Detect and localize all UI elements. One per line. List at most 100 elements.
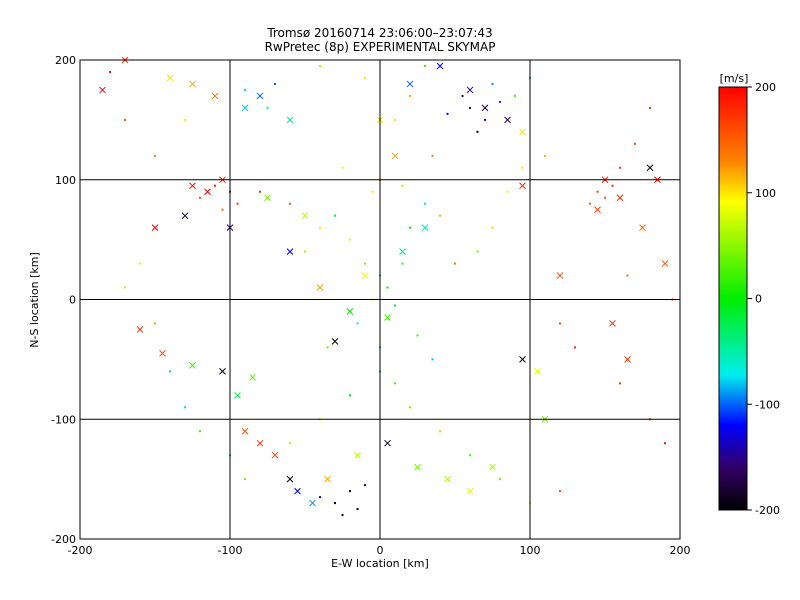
dot-marker (476, 250, 479, 253)
x-tick-label: 0 (377, 544, 384, 557)
cross-marker (219, 367, 226, 375)
cross-marker (159, 350, 166, 357)
dot-marker (349, 238, 351, 241)
dot-marker (649, 106, 651, 109)
cross-marker (504, 116, 511, 124)
dot-marker (326, 346, 329, 349)
dot-marker (589, 202, 591, 205)
dot-marker (259, 190, 261, 193)
dot-marker (214, 184, 216, 187)
dot-marker (431, 358, 434, 361)
dot-marker (364, 484, 366, 487)
dot-marker (289, 202, 291, 205)
x-tick-label: -100 (218, 544, 243, 557)
dot-marker (274, 82, 276, 85)
cross-marker (646, 164, 654, 172)
cross-marker (271, 451, 279, 459)
colorbar-tick-label: 100 (755, 187, 776, 200)
dot-marker (484, 118, 486, 121)
dot-marker (506, 190, 509, 193)
dot-marker (199, 430, 201, 433)
dot-marker (349, 490, 351, 493)
dot-marker (124, 118, 126, 121)
colorbar-tick-label: -100 (755, 398, 780, 411)
colorbar (718, 86, 748, 511)
dot-marker (619, 166, 621, 169)
cross-marker (639, 224, 646, 232)
dot-marker (454, 262, 456, 265)
cross-marker (436, 62, 444, 70)
dot-marker (559, 322, 561, 325)
dot-marker (221, 208, 224, 211)
cross-marker (301, 212, 309, 220)
colorbar-tick-label: 0 (755, 293, 762, 306)
cross-marker (466, 487, 474, 495)
x-tick-label: -200 (68, 544, 93, 557)
dot-marker (431, 154, 434, 157)
cross-marker (346, 308, 354, 315)
cross-marker (189, 182, 196, 190)
colorbar-label: [m/s] (720, 72, 749, 85)
dot-marker (469, 106, 471, 109)
cross-marker (189, 80, 196, 88)
cross-marker (609, 320, 616, 327)
cross-marker (324, 475, 331, 483)
y-axis-ticks: -200 -100 0 100 200 (51, 54, 76, 546)
dot-marker (596, 190, 599, 193)
dot-marker (619, 382, 621, 385)
dot-marker (664, 442, 666, 445)
dot-marker (514, 94, 516, 97)
dot-marker (574, 346, 576, 349)
plot-frame (79, 59, 681, 540)
x-axis-ticks: -200 -100 0 100 200 (68, 544, 691, 557)
y-axis-label: N-S location [km] (28, 252, 41, 348)
dot-marker (319, 496, 321, 499)
cross-marker (211, 92, 219, 100)
cross-marker (384, 314, 391, 321)
chart-title: Tromsø 20160714 23:06:00–23:07:43 (266, 26, 492, 40)
cross-marker (189, 362, 196, 369)
cross-marker (309, 499, 316, 507)
cross-marker (294, 487, 301, 495)
dot-marker (626, 274, 629, 277)
cross-marker (406, 80, 414, 88)
dot-marker (491, 226, 494, 229)
cross-marker (331, 338, 339, 345)
dot-marker (439, 430, 441, 433)
dot-marker (154, 154, 156, 157)
dot-marker (499, 100, 501, 103)
dot-marker (244, 478, 246, 481)
cross-marker (624, 356, 631, 363)
dot-marker (139, 262, 141, 265)
dot-marker (401, 184, 404, 187)
dot-marker (266, 106, 269, 109)
grid (80, 60, 680, 539)
dot-marker (424, 64, 426, 67)
y-tick-label: 0 (69, 294, 76, 307)
dot-marker (409, 406, 411, 409)
dot-marker (491, 82, 494, 85)
y-tick-label: 100 (55, 174, 76, 187)
cross-marker (234, 391, 241, 399)
dot-marker (409, 226, 411, 229)
cross-marker (444, 475, 451, 483)
dot-marker (371, 190, 374, 193)
dot-marker (394, 382, 396, 385)
colorbar-tick-label: 200 (755, 81, 776, 94)
dot-marker (394, 304, 396, 307)
y-tick-label: -200 (51, 533, 76, 546)
cross-marker (99, 86, 106, 94)
cross-marker (384, 439, 391, 447)
dot-marker (184, 118, 186, 121)
dot-marker (544, 154, 546, 157)
dot-marker (169, 370, 171, 373)
dot-marker (364, 76, 366, 79)
dot-marker (364, 262, 366, 265)
dot-marker (476, 130, 479, 133)
cross-marker (286, 248, 294, 255)
cross-marker (256, 439, 264, 447)
cross-marker (241, 104, 249, 112)
cross-marker (481, 104, 489, 112)
dot-marker (244, 88, 246, 91)
